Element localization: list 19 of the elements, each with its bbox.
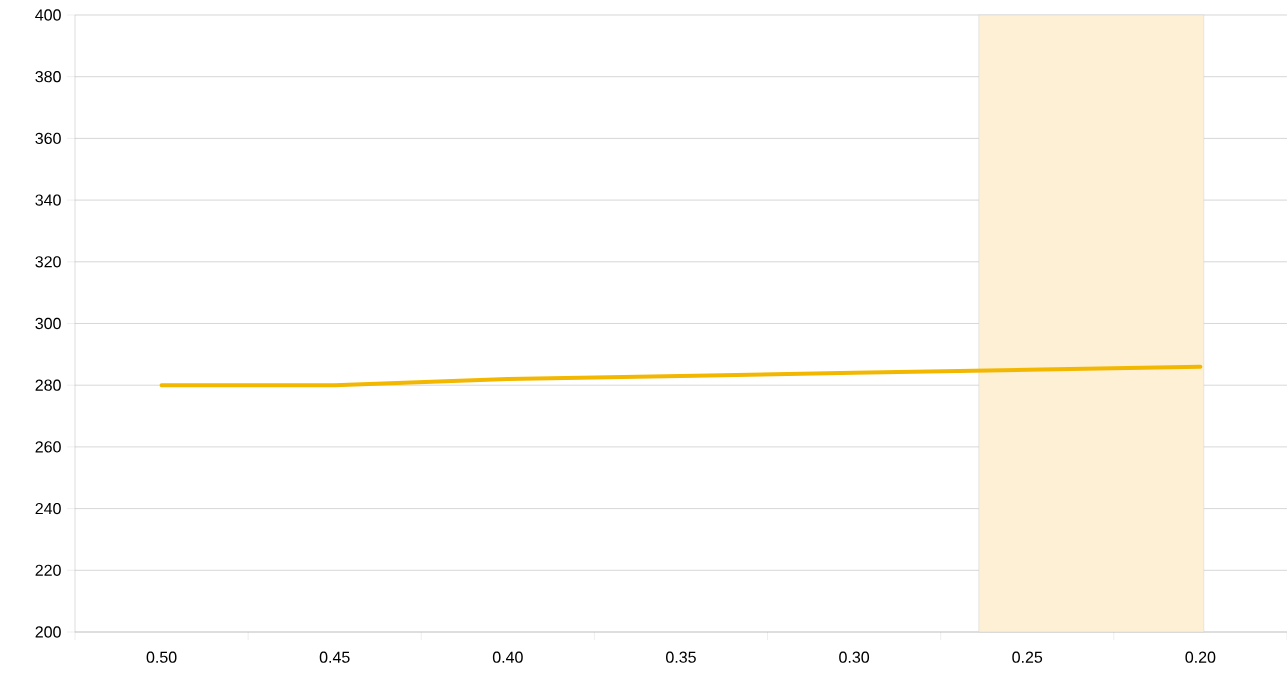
y-tick-label: 340 xyxy=(35,194,61,206)
y-tick-label: 200 xyxy=(35,626,61,638)
x-tick-label: 0.20 xyxy=(1185,651,1216,663)
y-tick-label: 360 xyxy=(35,132,61,145)
x-tick-label: 0.40 xyxy=(492,651,523,663)
y-tick-label: 260 xyxy=(35,441,61,453)
y-tick-label: 400 xyxy=(35,9,61,21)
line-series xyxy=(159,364,1203,388)
x-tick-label: 0.45 xyxy=(319,651,350,663)
x-tick-label: 0.25 xyxy=(1012,651,1043,663)
x-tick-label: 0.35 xyxy=(666,651,696,663)
x-tick-label: 0.50 xyxy=(146,651,177,663)
y-tick-label: 240 xyxy=(35,502,61,515)
y-tick-label: 300 xyxy=(35,317,61,330)
y-tick-label: 380 xyxy=(35,71,61,83)
y-tick-label: 280 xyxy=(35,379,61,391)
y-tick-label: 320 xyxy=(35,256,61,268)
x-tick-label: 0.30 xyxy=(839,651,870,663)
y-tick-label: 220 xyxy=(35,564,61,576)
